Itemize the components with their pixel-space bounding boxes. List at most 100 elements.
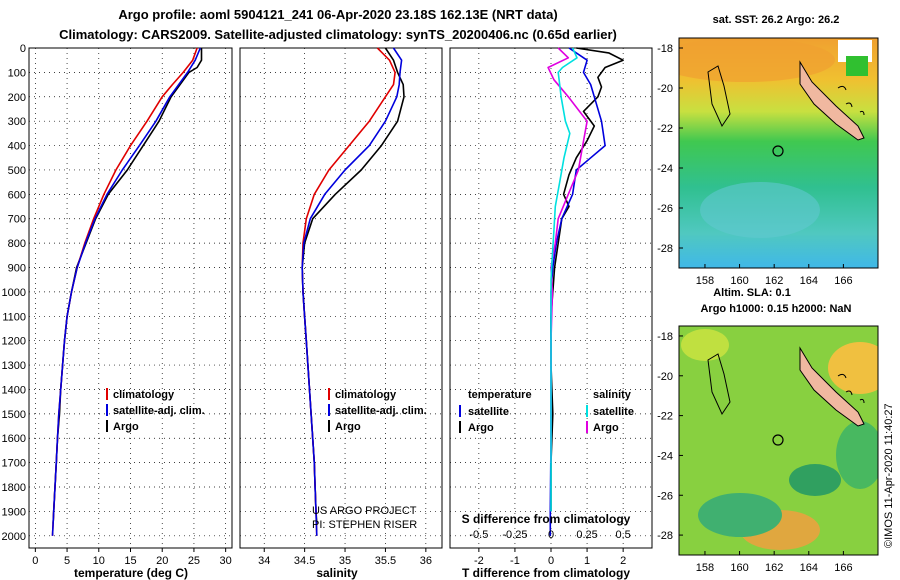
temperature-depth-ticks: 0 100 200 300 400 500 600 700 800 900 1000 1100 1200… — [2, 43, 26, 543]
difference-legend-s-title: salinity — [593, 389, 632, 401]
x-tick-label: 0 — [548, 555, 554, 567]
sla-low-1 — [698, 493, 782, 537]
temperature-xlabel: temperature (deg C) — [74, 566, 188, 580]
x-tick-label: -2 — [474, 555, 484, 567]
depth-tick-label: 2000 — [2, 531, 26, 543]
sla-low-2 — [836, 421, 878, 489]
lat-tick-label: -20 — [657, 371, 673, 383]
sla-new-caledonia — [799, 346, 865, 427]
x-tick-label: 35 — [339, 555, 351, 567]
lon-tick-label: 164 — [800, 275, 818, 287]
sst-reef-outline — [707, 65, 731, 128]
s-tick-label: -0.25 — [502, 529, 527, 541]
temperature-panel: 0100200300400500600700800900100011001200… — [2, 43, 233, 580]
header-line2: Climatology: CARS2009. Satellite-adjuste… — [59, 27, 617, 42]
sst-lon-ticks: 158 160 162 164 166 — [696, 264, 853, 287]
sla-high-1 — [828, 342, 878, 394]
lon-tick-label: 160 — [730, 562, 748, 574]
sla-map-frame — [678, 325, 879, 556]
lat-tick-label: -24 — [657, 450, 673, 462]
sst-map-title: sat. SST: 26.2 Argo: 26.2 — [713, 14, 840, 26]
s-tick-label: 0.25 — [576, 529, 597, 541]
sst-cool-patch — [700, 182, 820, 238]
sla-map-title1: Altim. SLA: 0.1 — [713, 287, 791, 299]
lon-tick-label: 164 — [800, 562, 818, 574]
sst-argo-marker — [772, 145, 784, 157]
depth-tick-label: 300 — [8, 116, 26, 128]
series-line-t_argo — [550, 47, 624, 512]
sla-lat-ticks: -18 -20 -22 -24 -26 -28 — [657, 331, 683, 542]
x-tick-label: 10 — [93, 555, 105, 567]
depth-tick-label: 1000 — [2, 287, 26, 299]
x-tick-label: 5 — [64, 555, 70, 567]
difference-panel: -2 -1 0 1 2 -0.5 -0.25 0 0.25 0.5 T difference f… — [449, 47, 653, 580]
series-line-argo — [301, 47, 405, 524]
depth-tick-label: 800 — [8, 238, 26, 250]
lat-tick-label: -26 — [657, 490, 673, 502]
depth-tick-label: 1600 — [2, 433, 26, 445]
salinity-plot-frame — [239, 47, 443, 549]
difference-xlabel: T difference from climatology — [462, 566, 630, 580]
x-tick-label: 1 — [584, 555, 590, 567]
depth-tick-label: 200 — [8, 92, 26, 104]
temperature-series — [51, 47, 203, 536]
sla-map-title2: Argo h1000: 0.15 h2000: NaN — [700, 303, 851, 315]
lon-tick-label: 162 — [765, 562, 783, 574]
lon-tick-label: 158 — [696, 275, 714, 287]
series-line-satellite — [301, 47, 403, 536]
salinity-series — [301, 47, 405, 536]
depth-tick-label: 1900 — [2, 506, 26, 518]
series-line-s_argo — [547, 47, 588, 463]
series-line-t_satellite — [549, 47, 606, 536]
temperature-x-ticks: 0 5 10 15 20 25 30 — [32, 548, 232, 567]
lon-tick-label: 166 — [834, 275, 852, 287]
depth-tick-label: 100 — [8, 67, 26, 79]
depth-tick-label: 400 — [8, 141, 26, 153]
difference-legend-t-title: temperature — [468, 389, 532, 401]
lat-tick-label: -18 — [657, 43, 673, 55]
temperature-legend-argo: Argo — [113, 421, 139, 433]
depth-tick-label: 1200 — [2, 336, 26, 348]
difference-s-ticks: -0.5 -0.25 0 0.25 0.5 — [469, 529, 630, 541]
depth-tick-label: 1500 — [2, 409, 26, 421]
depth-tick-label: 1700 — [2, 458, 26, 470]
lat-tick-label: -18 — [657, 331, 673, 343]
sst-loyalty-islands — [837, 85, 865, 116]
sla-high-3 — [681, 329, 729, 361]
difference-series — [547, 47, 624, 536]
x-tick-label: -1 — [510, 555, 520, 567]
series-line-climatology — [301, 47, 396, 536]
depth-tick-label: 0 — [20, 43, 26, 55]
sla-reef-outline — [707, 353, 731, 416]
series-line-argo — [52, 48, 203, 524]
sst-warm-patch — [679, 38, 835, 82]
copyright-stamp: ©IMOS 11-Apr-2020 11:40:27 — [883, 403, 895, 548]
temperature-legend-satellite: satellite-adj. clim. — [113, 405, 205, 417]
s-tick-label: -0.5 — [469, 529, 488, 541]
x-tick-label: 20 — [156, 555, 168, 567]
credit-line1: US ARGO PROJECT — [312, 505, 417, 517]
depth-tick-label: 1800 — [2, 482, 26, 494]
sst-new-caledonia — [799, 60, 865, 141]
lon-tick-label: 162 — [765, 275, 783, 287]
difference-legend-s-argo: Argo — [593, 422, 619, 434]
sst-map: sat. SST: 26.2 Argo: 26.2 -18 -20 -22 -24 -2… — [657, 14, 879, 287]
depth-tick-label: 1400 — [2, 384, 26, 396]
salinity-legend-argo: Argo — [335, 421, 361, 433]
temperature-legend: climatology satellite-adj. clim. Argo — [106, 388, 205, 433]
difference-s-label: S difference from climatology — [462, 512, 631, 526]
depth-tick-label: 900 — [8, 263, 26, 275]
difference-legend-t-argo: Argo — [468, 422, 494, 434]
lat-tick-label: -28 — [657, 243, 673, 255]
difference-x-ticks: -2 -1 0 1 2 — [474, 548, 626, 567]
sla-map: Altim. SLA: 0.1 Argo h1000: 0.15 h2000: … — [657, 287, 879, 574]
credit-line2: PI: STEPHEN RISER — [312, 519, 417, 531]
lat-tick-label: -20 — [657, 83, 673, 95]
s-tick-label: 0.5 — [615, 529, 630, 541]
x-tick-label: 30 — [220, 555, 232, 567]
depth-tick-label: 700 — [8, 214, 26, 226]
salinity-legend-satellite: satellite-adj. clim. — [335, 405, 427, 417]
temperature-grid — [29, 47, 232, 548]
x-tick-label: 34.5 — [294, 555, 315, 567]
sst-lat-ticks: -18 -20 -22 -24 -26 -28 — [657, 43, 683, 255]
